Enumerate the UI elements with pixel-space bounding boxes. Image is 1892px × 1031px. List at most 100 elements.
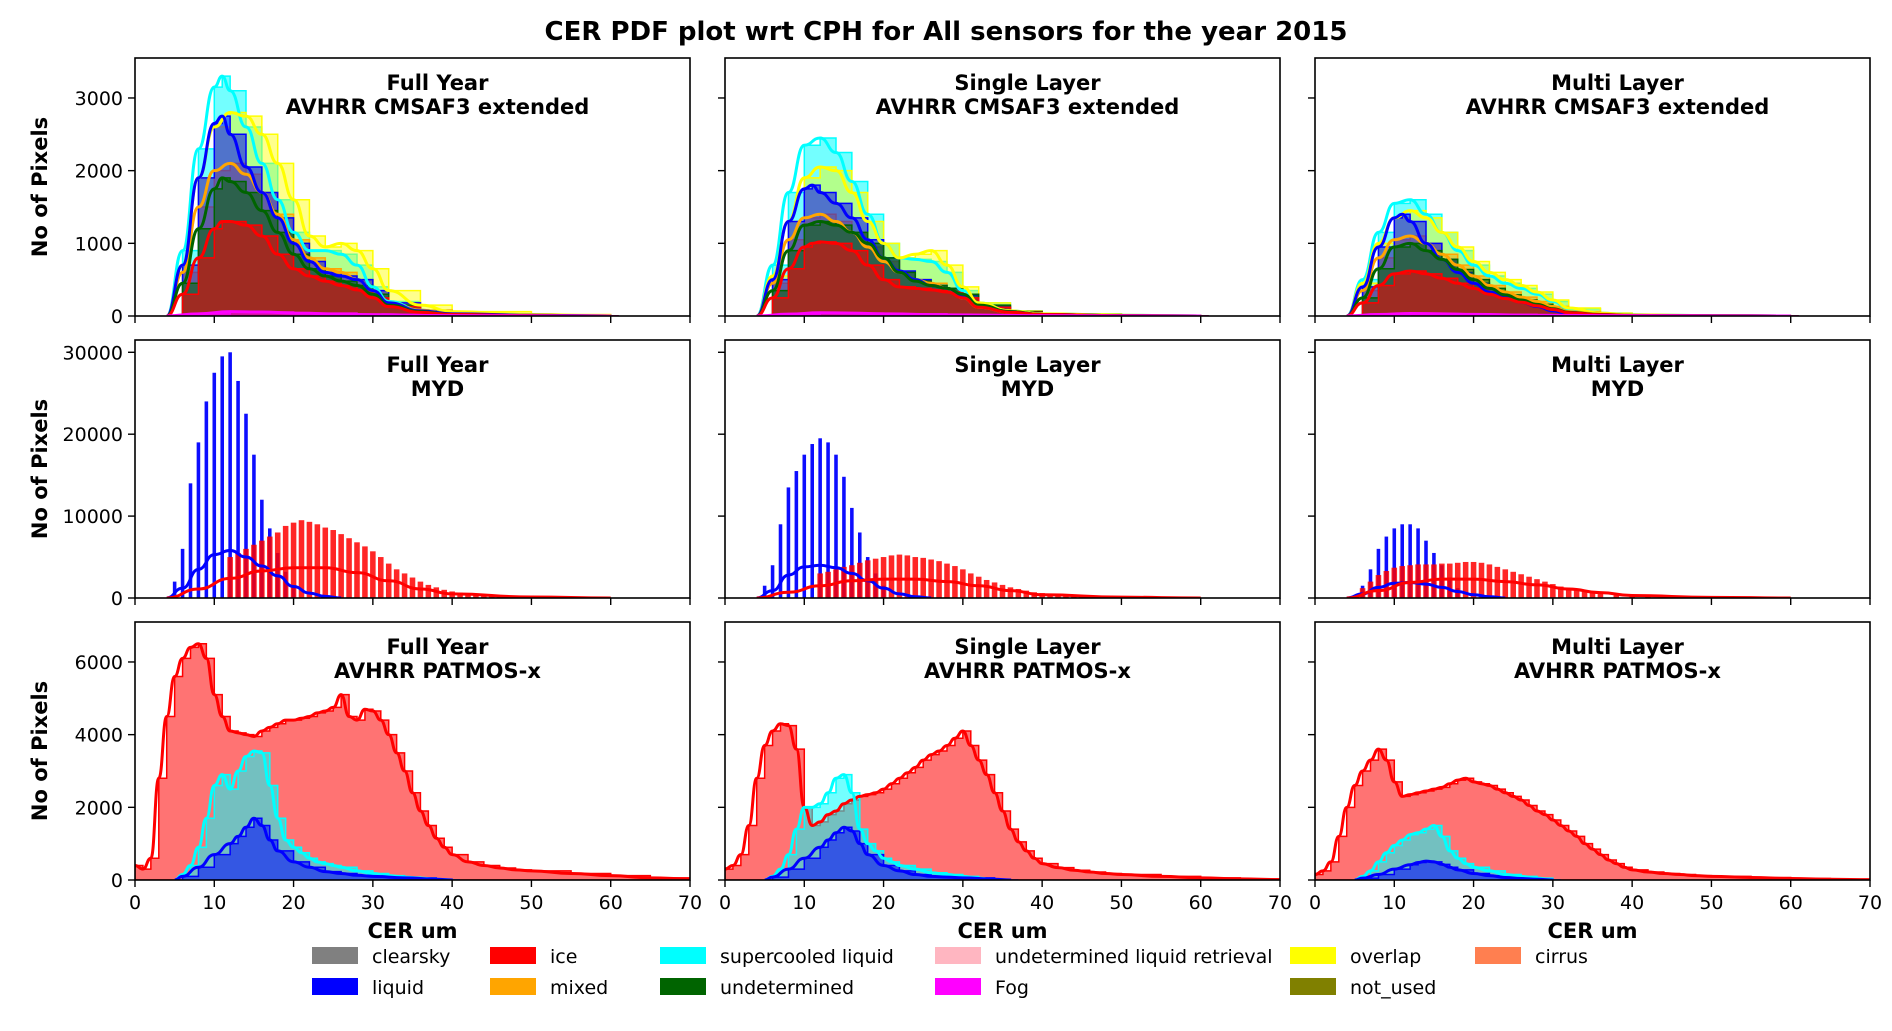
bar-ice-30 [1550, 584, 1556, 598]
x-tick-label: 30 [361, 892, 385, 914]
bar-ice-38 [1023, 590, 1030, 598]
subplot-title-line: MYD [411, 377, 465, 401]
y-tick-label: 2000 [75, 161, 123, 183]
subplot-r2-c0: 0 10 20 30 40 50 60 70 0 2000 4000 6000 Full YearAVH… [28, 621, 702, 943]
bar-liquid-16 [850, 507, 854, 598]
bar-ice-33 [1573, 589, 1580, 598]
bar-ice-25 [330, 530, 336, 598]
bar-liquid-6 [770, 565, 775, 598]
legend-swatch [660, 947, 706, 964]
axes-frame [724, 57, 1281, 317]
x-tick-label: 60 [599, 892, 623, 914]
bar-liquid-9 [1384, 536, 1389, 598]
axes-frame [1314, 57, 1871, 317]
y-tick-label: 20000 [63, 424, 123, 446]
plot-area [725, 722, 1280, 880]
bar-ice-24 [1502, 569, 1509, 598]
subplot-title-line: AVHRR CMSAF3 extended [286, 95, 590, 119]
bar-ice-26 [338, 534, 344, 598]
bar-ice-34 [1581, 591, 1588, 598]
x-tick-label: 40 [1030, 892, 1054, 914]
subplot-title-line: MYD [1001, 377, 1055, 401]
x-tick-label: 10 [202, 892, 226, 914]
bar-liquid-5 [172, 581, 177, 598]
bar-ice-36 [1597, 593, 1604, 598]
bar-liquid-9 [204, 401, 209, 598]
bar-ice-18 [274, 532, 281, 598]
x-tick-label: 70 [678, 892, 702, 914]
bar-ice-31 [378, 557, 384, 598]
bar-liquid-10 [1392, 528, 1397, 598]
axes-frame [1314, 621, 1871, 881]
x-tick-label: 50 [1699, 892, 1723, 914]
subplot-title-line: Multi Layer [1551, 635, 1684, 659]
bar-liquid-10 [212, 372, 217, 598]
kde-line-ice [756, 240, 1201, 316]
bar-liquid-12 [1408, 524, 1412, 598]
kde-line-ice [135, 642, 690, 880]
y-tick-label: 0 [111, 306, 123, 328]
legend-entry-clearsky: clearsky [312, 946, 450, 968]
bar-ice-33 [393, 569, 400, 598]
x-tick-label: 70 [1858, 892, 1882, 914]
bar-liquid-5 [762, 585, 767, 598]
legend-swatch [935, 947, 981, 964]
plot-area [135, 642, 690, 880]
bar-liquid-8 [1376, 548, 1381, 598]
bar-ice-20 [290, 522, 297, 598]
x-tick-label: 70 [1268, 892, 1292, 914]
bar-ice-21 [298, 520, 305, 598]
bar-liquid-11 [1400, 524, 1404, 598]
bar-ice-31 [1558, 586, 1564, 598]
legend-entry-undetermined: undetermined [660, 977, 854, 999]
legend-entry-overlap: overlap [1290, 946, 1421, 968]
plot-area [1346, 524, 1794, 598]
plot-area [756, 438, 1204, 598]
kde-line-liquid [764, 825, 1011, 880]
y-axis-label: No of Pixels [28, 117, 52, 257]
x-tick-label: 20 [281, 892, 305, 914]
legend-label: clearsky [372, 946, 450, 968]
x-tick-label: 40 [1620, 892, 1644, 914]
kde-line-liquid [756, 563, 932, 598]
axes-frame [134, 57, 691, 317]
legend-entry-not_used: not_used [1290, 977, 1436, 999]
bar-ice-44 [481, 595, 487, 598]
legend-swatch [1290, 978, 1336, 995]
x-axis-label: CER um [367, 919, 457, 943]
bar-liquid-7 [778, 524, 783, 598]
legend-entry-Fog: Fog [935, 977, 1029, 999]
bar-ice-26 [1518, 574, 1524, 598]
kde-line-ice [166, 220, 611, 316]
y-tick-label: 4000 [75, 725, 123, 747]
bar-ice-33 [983, 579, 990, 598]
bar-liquid-6 [180, 548, 185, 598]
kde-line-liquid [1346, 580, 1506, 598]
legend-swatch [490, 947, 536, 964]
legend-swatch [1290, 947, 1336, 964]
y-tick-label: 10000 [63, 506, 123, 528]
bar-liquid-8 [196, 442, 201, 598]
x-tick-label: 0 [719, 892, 731, 914]
bar-liquid-13 [826, 442, 830, 598]
bar-ice-17 [1447, 563, 1453, 598]
x-tick-label: 60 [1779, 892, 1803, 914]
legend-label: undetermined [720, 977, 854, 999]
bar-ice-32 [1565, 588, 1572, 598]
legend-swatch [660, 978, 706, 995]
subplot-title-line: AVHRR CMSAF3 extended [876, 95, 1180, 119]
subplot-title-line: Full Year [386, 635, 489, 659]
bar-ice-35 [1589, 592, 1596, 598]
bar-ice-21 [888, 555, 895, 598]
bar-ice-37 [1015, 588, 1022, 598]
bar-ice-43 [1063, 595, 1069, 598]
kde-line-ice [756, 577, 1201, 598]
kde-line-ice [1315, 747, 1870, 880]
x-tick-label: 10 [1382, 892, 1406, 914]
bar-liquid-15 [252, 454, 256, 598]
